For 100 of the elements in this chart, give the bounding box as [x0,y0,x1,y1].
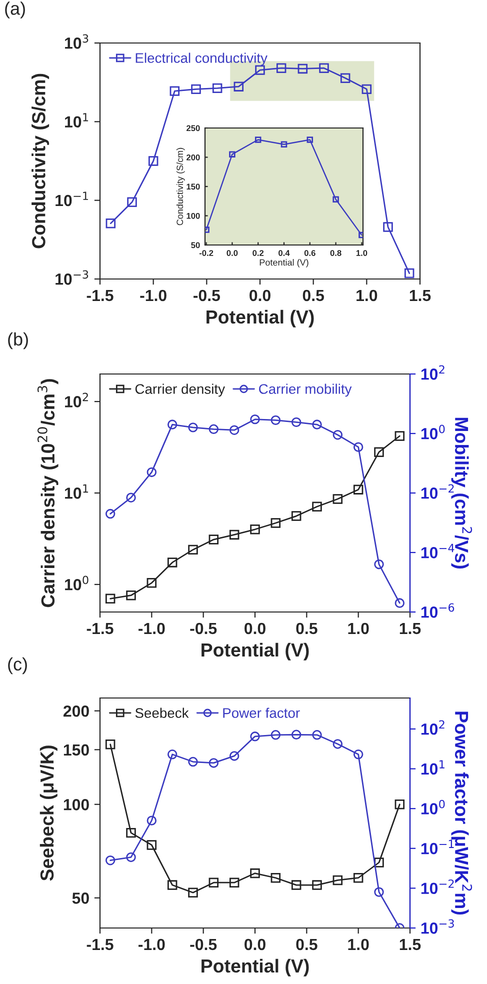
point [167,420,178,430]
point [291,511,302,521]
x-tick-label: 1.5 [400,939,421,950]
point [188,888,198,898]
point [374,559,384,570]
point [255,65,265,75]
x-tick-label: -1.0 [138,938,165,950]
legend-label: Electrical conductivity [136,52,268,66]
point [170,86,180,96]
y-tick-label: 10$^{−1}$ [56,192,88,206]
y-tick-label: 10$^{2}$ [421,365,444,380]
point [362,84,372,94]
point [270,518,281,528]
point [146,816,157,826]
point [250,732,260,742]
point [126,590,136,600]
point [212,83,222,94]
x-tick-label: 0.4 [278,250,290,256]
point [374,447,384,457]
point [353,750,364,760]
legend-label: Seebeck [135,708,189,718]
y-tick-label: 200 [186,154,200,160]
point [167,880,178,890]
y-tick-label: 100 [64,799,89,810]
point [167,750,178,760]
point [276,63,286,73]
point [353,873,364,883]
point [312,730,322,740]
x-tick-label: 1.0 [356,290,378,302]
point [312,502,322,512]
point [332,430,343,440]
point [394,800,405,810]
x-axis-title: Potential (V) [260,259,308,268]
point [146,467,157,478]
point [383,222,393,232]
point [126,852,136,862]
x-tick-label: 1.0 [348,622,369,634]
point [374,858,384,868]
y-tick-label: 10$^{−6}$ [421,603,454,618]
point [250,524,260,534]
point [319,63,329,73]
point [394,598,405,608]
x-tick-label: 0.0 [244,938,266,950]
y-tick-label: 50 [72,892,89,904]
y-tick-label: 10$^{0}$ [421,800,445,814]
point [167,558,178,568]
point [332,875,343,886]
point [306,136,314,143]
point [208,758,219,768]
point [191,84,201,94]
point [105,856,116,866]
point [353,442,364,452]
point [126,828,136,838]
x-tick-label: 1.5 [410,290,431,302]
x-tick-label: 0.2 [252,250,264,256]
point [291,730,302,740]
y-tick-label: 10$^{2}$ [65,392,88,408]
y-tick-label: 100 [186,212,200,219]
point [254,136,262,143]
x-tick-label: 0.5 [296,938,318,950]
y-tick-label: 10$^{−3}$ [421,919,454,934]
point [291,417,302,428]
x-axis-title: Potential (V) [202,958,309,976]
y-tick-label: 150 [186,184,200,190]
point [394,431,405,441]
point [148,156,158,166]
x-tick-label: -0.5 [190,622,217,634]
x-tick-label: 1.5 [400,623,421,634]
x-tick-label: 0.8 [330,250,342,256]
point [298,64,308,74]
x-tick-label: 0.0 [250,290,270,302]
chart-title: (a) [5,2,25,18]
y-axis-title: Conductivity (S/cm) [32,74,50,248]
y-tick-label: 10$^{1}$ [65,484,88,499]
point [208,424,219,434]
x-tick-label: -1.0 [140,290,166,302]
x-tick-label: 0.5 [296,622,318,634]
point [250,414,260,424]
point [127,197,137,207]
x-tick-label: -1.5 [86,290,114,302]
y-tick-label: 50 [191,242,200,248]
x-tick-label: -0.5 [194,290,220,302]
y-tick-label: 10$^{2}$ [421,720,444,735]
y-axis-title: Carrier density (10$^{20}$/cm$^{3}$) [37,379,58,608]
point [229,751,240,761]
point [270,730,281,740]
point [340,73,350,83]
x-tick-label: 1.0 [356,250,368,256]
point [270,415,281,426]
x-tick-label: -0.2 [199,250,214,256]
point [280,141,288,148]
point [229,151,236,158]
legend-label: Carrier density [135,384,225,397]
point [208,534,219,544]
point [105,508,116,519]
y-tick-label: 250 [186,125,200,132]
x-tick-label: -0.5 [190,938,217,950]
point [270,873,281,883]
point [105,740,116,750]
point [146,578,157,588]
